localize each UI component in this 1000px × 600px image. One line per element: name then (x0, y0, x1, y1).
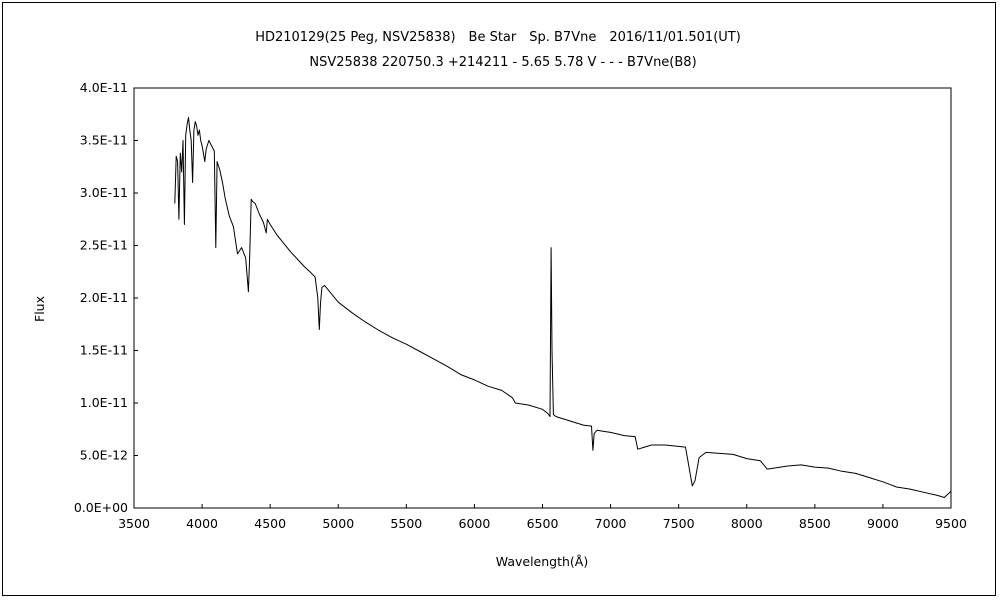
x-tick-label: 9500 (935, 516, 967, 531)
y-tick-label: 1.0E-11 (80, 395, 128, 410)
x-tick-label: 6500 (527, 516, 559, 531)
y-tick-label: 3.5E-11 (80, 133, 128, 148)
y-tick-label: 4.0E-11 (80, 80, 128, 95)
x-tick-label: 8000 (731, 516, 763, 531)
y-axis-label: Flux (32, 296, 47, 322)
spectrum-line (174, 116, 952, 498)
y-tick-label: 5.0E-12 (80, 448, 128, 463)
x-axis: 3500 4000 4500 5000 5500 6000 6500 7000 7500 8000… (118, 504, 967, 531)
y-tick-label: 0.0E+00 (74, 500, 128, 515)
x-tick-label: 7000 (595, 516, 627, 531)
x-tick-label: 8500 (799, 516, 831, 531)
x-tick-label: 7500 (663, 516, 695, 531)
x-axis-label: Wavelength(Å) (496, 554, 588, 569)
chart-subtitle: NSV25838 220750.3 +214211 - 5.65 5.78 V … (309, 55, 696, 70)
x-tick-label: 4500 (254, 516, 286, 531)
x-tick-label: 5000 (322, 516, 354, 531)
x-tick-label: 6000 (459, 516, 491, 531)
x-tick-label: 9000 (867, 516, 899, 531)
x-tick-label: 4000 (186, 516, 218, 531)
y-tick-label: 1.5E-11 (80, 343, 128, 358)
plot-area (133, 87, 952, 509)
x-tick-label: 5500 (390, 516, 422, 531)
y-tick-label: 2.5E-11 (80, 238, 128, 253)
chart-title: HD210129(25 Peg, NSV25838) Be Star Sp. B… (255, 30, 741, 45)
y-axis: 0.0E+00 5.0E-12 1.0E-11 1.5E-11 2.0E-11 2.5E-… (74, 80, 138, 515)
y-tick-label: 2.0E-11 (80, 290, 128, 305)
y-tick-label: 3.0E-11 (80, 185, 128, 200)
x-tick-label: 3500 (118, 516, 150, 531)
series-group (174, 116, 952, 498)
